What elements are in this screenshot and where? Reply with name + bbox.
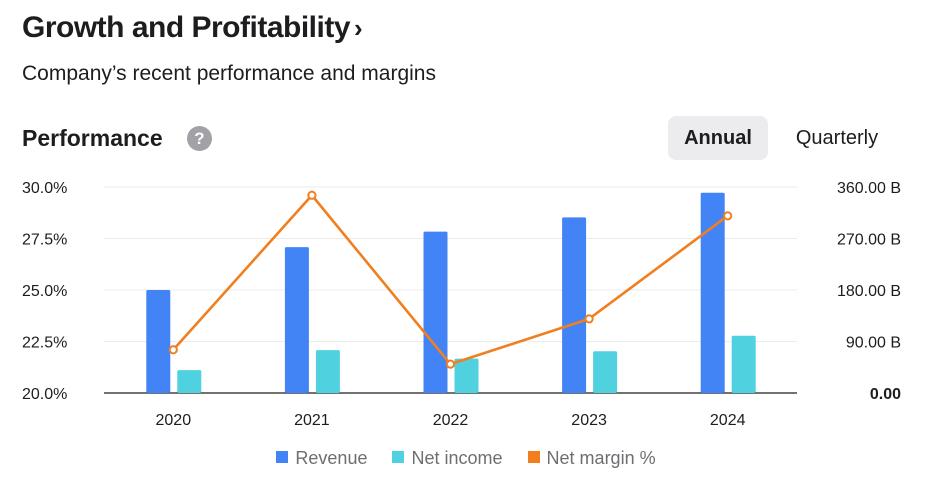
net-income-bar (593, 351, 618, 393)
revenue-bar (284, 247, 309, 393)
net-income-bar (177, 370, 202, 393)
section-title-text: Growth and Profitability (22, 11, 351, 44)
help-icon[interactable]: ? (187, 126, 212, 151)
x-tick-label: 2020 (156, 412, 192, 429)
net-margin-point (168, 345, 178, 355)
legend-swatch-net-income (392, 451, 405, 463)
section-subtitle: Company’s recent performance and margins (22, 62, 436, 85)
y-left-tick-label: 25.0% (22, 283, 67, 300)
revenue-bar (562, 217, 587, 393)
x-tick-label: 2021 (294, 412, 330, 429)
y-left-tick-label: 20.0% (22, 386, 67, 403)
legend-label-revenue: Revenue (295, 448, 368, 468)
y-right-tick-label: 360.00 B (837, 180, 901, 197)
performance-chart: 30.0% 360.00 B 27.5% 270.00 B 25.0% 180.00 B 2… (22, 180, 901, 429)
legend-item-net-margin[interactable]: Net margin % (527, 448, 656, 469)
net-income-bar (731, 335, 756, 393)
net-margin-point (445, 359, 456, 369)
revenue-bar (423, 231, 448, 393)
performance-title: Performance (22, 125, 163, 151)
x-tick-label: 2023 (571, 412, 607, 429)
section-title-link[interactable]: Growth and Profitability › (22, 8, 363, 48)
net-income-bar (315, 350, 340, 393)
revenue-bar (146, 290, 171, 393)
legend-label-net-margin: Net margin % (546, 448, 656, 468)
y-left-tick-label: 27.5% (22, 232, 67, 249)
chevron-right-icon: › (354, 13, 363, 43)
legend-swatch-revenue (276, 451, 289, 463)
chart-legend: Revenue Net income Net margin % (0, 448, 932, 469)
legend-item-revenue[interactable]: Revenue (276, 448, 367, 469)
y-right-tick-label: 90.00 B (846, 335, 901, 352)
net-margin-point (584, 314, 594, 324)
legend-swatch-net-margin (527, 451, 540, 463)
legend-label-net-income: Net income (411, 448, 503, 468)
tab-annual[interactable]: Annual (668, 116, 768, 160)
net-margin-line (172, 193, 729, 366)
x-tick-label: 2022 (433, 412, 469, 429)
y-right-tick-label: 270.00 B (837, 232, 901, 249)
y-right-tick-label: 180.00 B (837, 283, 901, 300)
y-left-tick-label: 30.0% (22, 180, 67, 197)
y-right-tick-label: 0.00 (870, 386, 901, 403)
tab-quarterly[interactable]: Quarterly (795, 127, 879, 149)
legend-item-net-income[interactable]: Net income (392, 448, 503, 469)
net-margin-point (723, 211, 733, 221)
net-margin-point (307, 190, 317, 200)
x-tick-label: 2024 (710, 412, 746, 429)
revenue-bar (700, 192, 725, 393)
net-income-bar (454, 358, 479, 393)
y-left-tick-label: 22.5% (22, 335, 67, 352)
